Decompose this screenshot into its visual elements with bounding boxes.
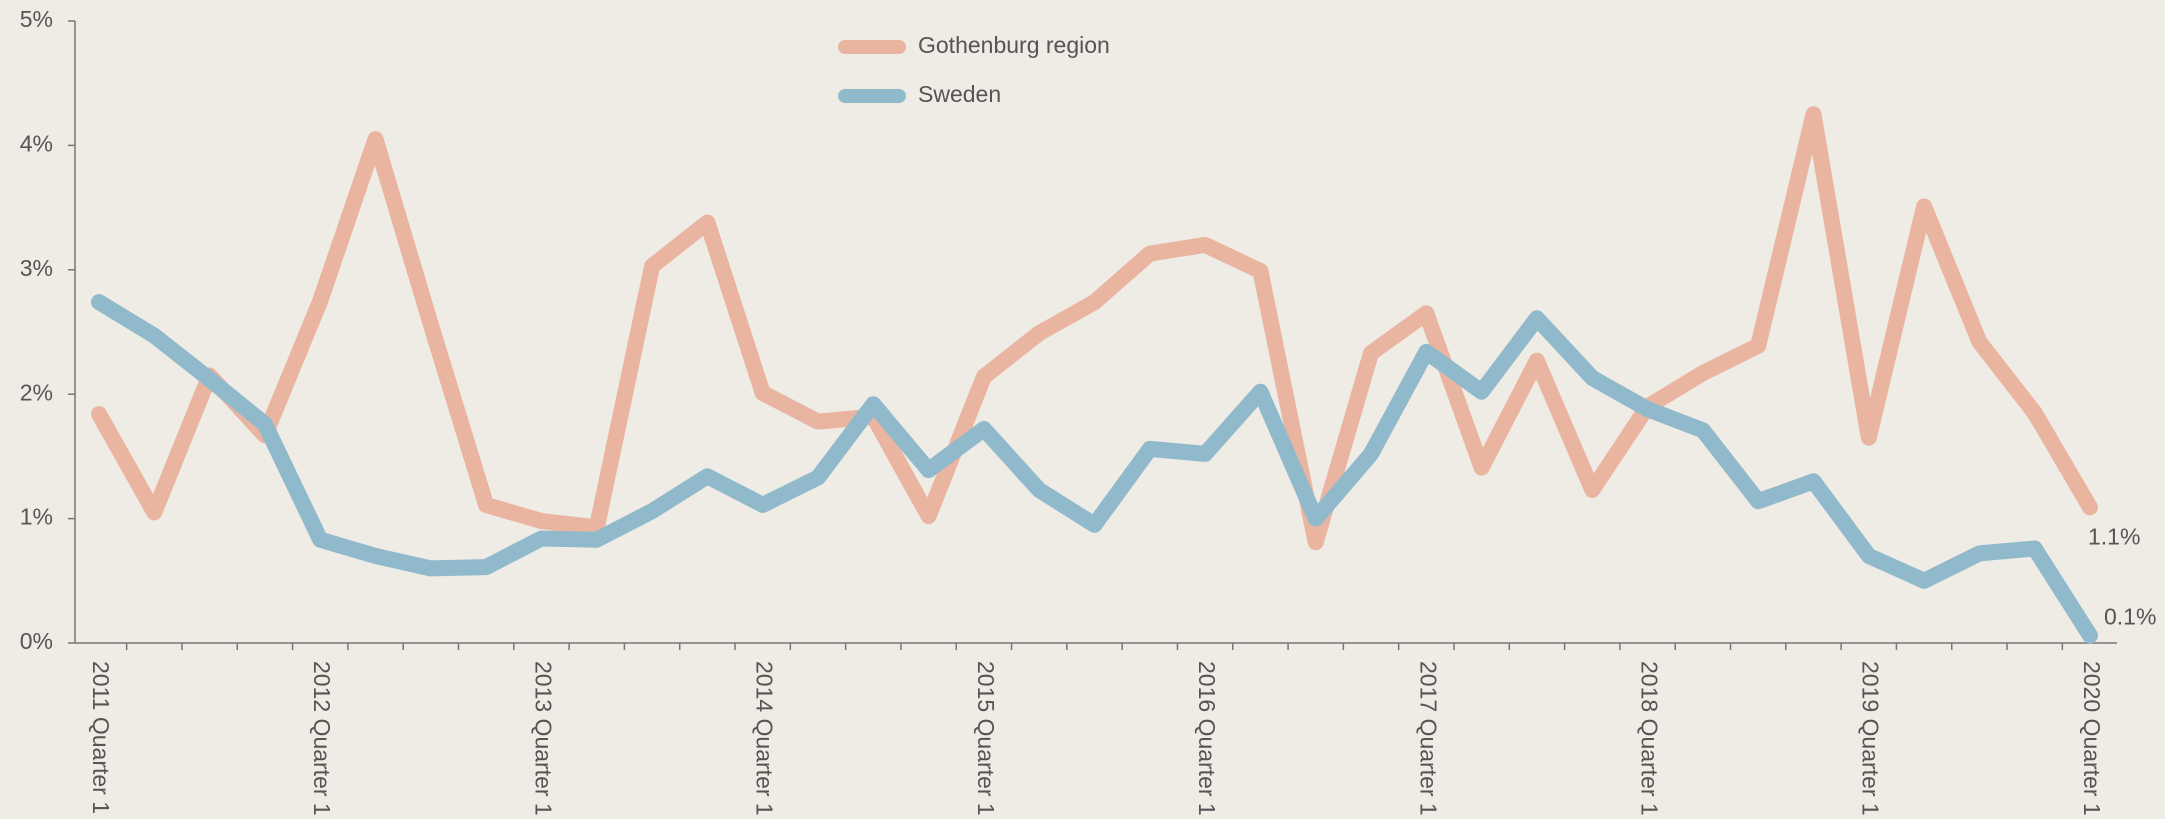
x-tick-label: 2015 Quarter 1 bbox=[973, 661, 999, 816]
y-tick-label: 1% bbox=[20, 504, 53, 530]
x-tick-label: 2018 Quarter 1 bbox=[1636, 661, 1662, 816]
y-tick-label: 4% bbox=[20, 130, 53, 156]
x-tick-label: 2013 Quarter 1 bbox=[530, 661, 556, 816]
x-tick-label: 2017 Quarter 1 bbox=[1415, 661, 1441, 816]
value-label: 0.1% bbox=[2104, 604, 2156, 630]
legend-label: Gothenburg region bbox=[918, 32, 1110, 58]
y-tick-label: 2% bbox=[20, 379, 53, 405]
value-label: 1.1% bbox=[2088, 523, 2140, 549]
x-tick-label: 2014 Quarter 1 bbox=[752, 661, 778, 816]
series-line bbox=[91, 294, 2098, 644]
x-tick-label: 2012 Quarter 1 bbox=[309, 661, 335, 816]
x-tick-label: 2011 Quarter 1 bbox=[88, 661, 114, 814]
x-tick-label: 2020 Quarter 1 bbox=[2079, 661, 2105, 816]
y-tick-label: 5% bbox=[20, 6, 53, 32]
series-line bbox=[91, 106, 2098, 551]
x-tick-label: 2016 Quarter 1 bbox=[1194, 661, 1220, 816]
y-tick-label: 3% bbox=[20, 255, 53, 281]
y-tick-label: 0% bbox=[20, 628, 53, 654]
x-tick-label: 2019 Quarter 1 bbox=[1858, 661, 1884, 816]
legend-label: Sweden bbox=[918, 81, 1001, 107]
